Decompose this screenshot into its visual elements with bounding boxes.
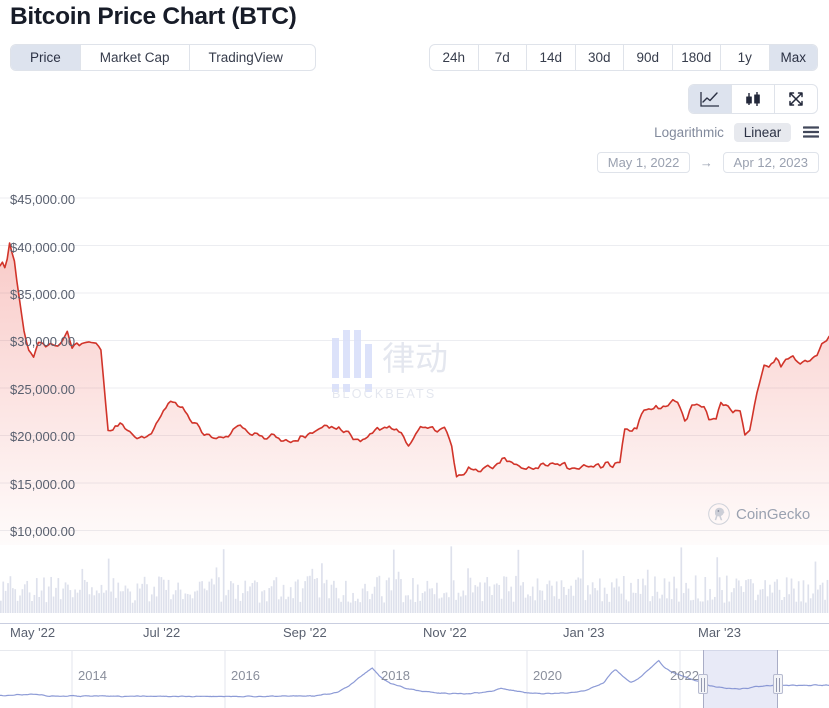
svg-text:律动: 律动 [382, 340, 448, 377]
svg-text:BLOCKBEATS: BLOCKBEATS [332, 387, 436, 401]
